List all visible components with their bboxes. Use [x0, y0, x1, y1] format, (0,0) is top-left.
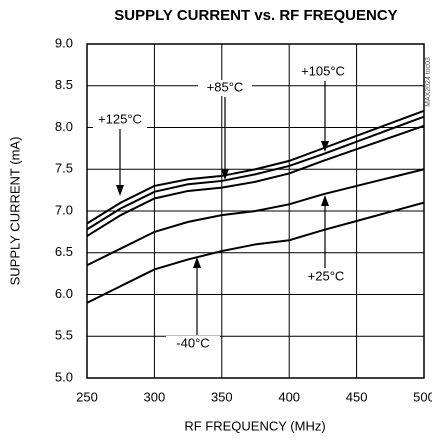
chart-title: SUPPLY CURRENT vs. RF FREQUENCY: [114, 7, 397, 24]
x-tick-label: 450: [346, 389, 368, 404]
line-series: [86, 109, 425, 225]
line-series: [86, 201, 425, 304]
arrow-head: [321, 141, 329, 152]
y-axis-label: SUPPLY CURRENT (mA): [7, 137, 22, 286]
plot-frame: [86, 43, 425, 379]
annotation-box: [296, 64, 350, 80]
y-tick-label: 9.0: [55, 35, 73, 50]
y-tick-label: 6.5: [55, 244, 73, 259]
x-tick-label: 500: [413, 389, 432, 404]
annotation-box: [166, 336, 220, 352]
line-series: [86, 124, 425, 237]
arrow-head: [221, 169, 229, 180]
y-tick-label: 8.5: [55, 77, 73, 92]
y-tick-label: 6.0: [55, 286, 73, 301]
y-tick-label: 7.5: [55, 161, 73, 176]
annotation-box: [198, 80, 252, 96]
arrow-head: [193, 257, 201, 268]
series-label: +85°C: [207, 79, 244, 94]
x-tick-label: 400: [278, 389, 300, 404]
series-label: -40°C: [176, 335, 209, 350]
annotation-box: [93, 112, 147, 128]
line-series: [86, 168, 425, 267]
x-tick-label: 250: [76, 389, 98, 404]
series-label: +105°C: [301, 63, 345, 78]
series-label: +125°C: [98, 111, 142, 126]
y-tick-label: 5.5: [55, 328, 73, 343]
series-label: +25°C: [308, 268, 345, 283]
annotation-box: [299, 269, 353, 285]
arrow-head: [321, 195, 329, 206]
figure-note: MAX2024 toc03: [425, 57, 432, 107]
y-tick-label: 5.0: [55, 369, 73, 384]
y-tick-label: 7.0: [55, 202, 73, 217]
x-axis-label: RF FREQUENCY (MHz): [184, 418, 325, 433]
x-tick-label: 300: [144, 389, 166, 404]
arrow-head: [116, 185, 124, 196]
y-tick-label: 8.0: [55, 119, 73, 134]
line-series: [86, 115, 425, 231]
x-tick-label: 350: [211, 389, 233, 404]
